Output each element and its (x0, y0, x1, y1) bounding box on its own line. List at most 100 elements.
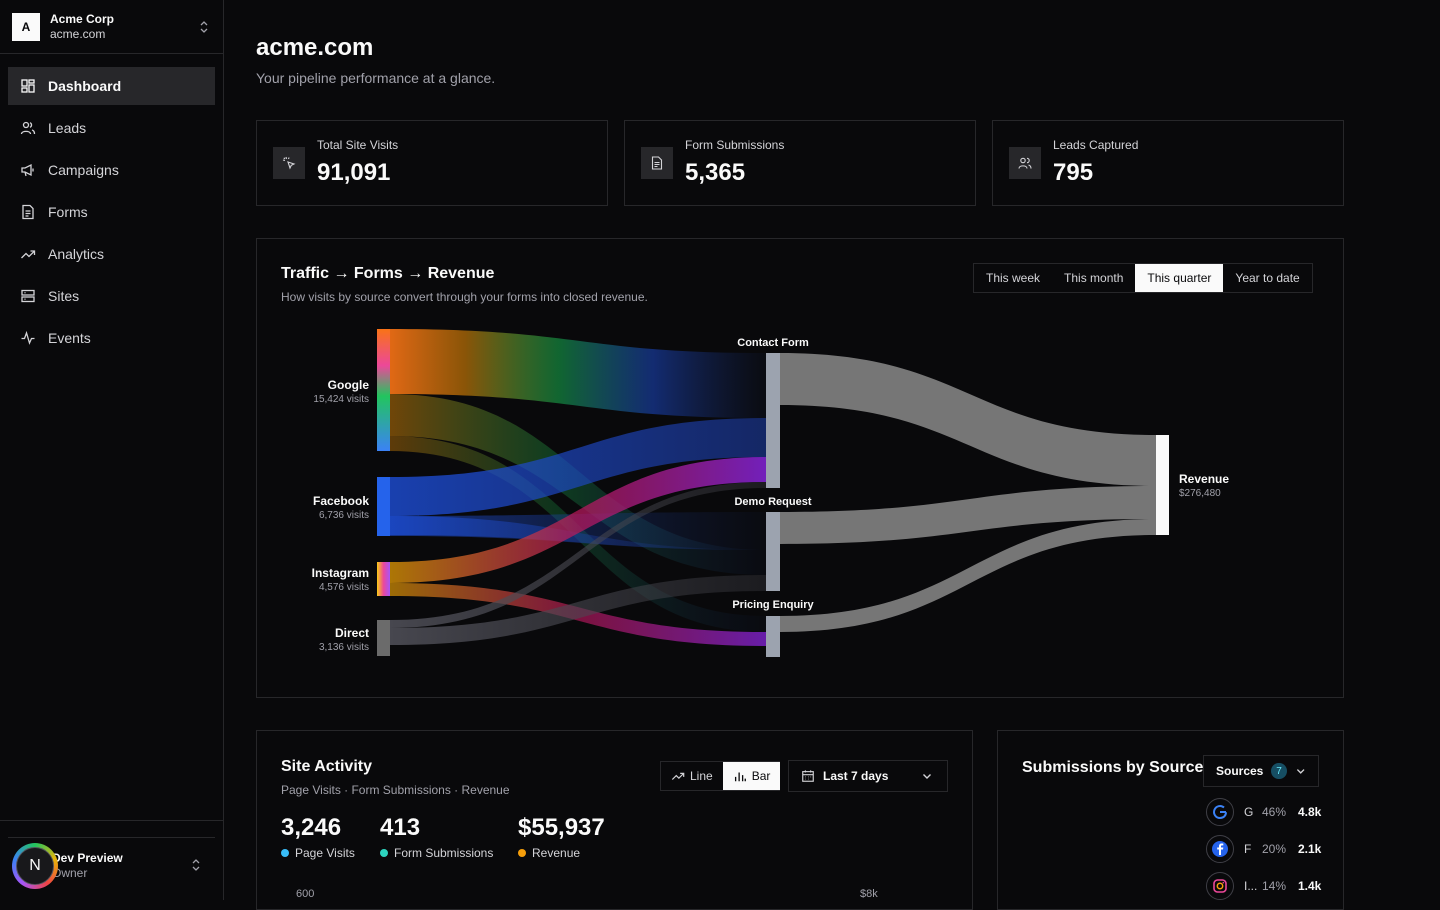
org-name: Acme Corp (50, 11, 115, 26)
source-count: 2.1k (1298, 842, 1322, 856)
line-toggle-label: Line (690, 769, 713, 783)
sidebar-item-label: Campaigns (48, 162, 119, 178)
sidebar-item-label: Sites (48, 288, 80, 304)
metric-revenue: $55,937 Revenue (518, 814, 605, 860)
user-role: Owner (52, 865, 88, 880)
page-title: acme.com (256, 34, 374, 61)
trending-up-icon (671, 772, 685, 780)
sidebar-item-label: Dashboard (48, 78, 122, 94)
date-range-dropdown[interactable]: Last 7 days (788, 760, 948, 792)
users-icon (1009, 147, 1041, 179)
document-icon (641, 147, 673, 179)
source-row-instagram: I... 14% 1.4k (1206, 872, 1321, 900)
facebook-icon (1206, 835, 1234, 863)
chevron-down-icon (923, 774, 931, 779)
date-range-selector: This week This month This quarter Year t… (973, 263, 1313, 293)
instagram-icon (1206, 872, 1234, 900)
user-menu[interactable]: N Dev Preview Owner (8, 837, 215, 893)
activity-icon (21, 330, 35, 345)
metric-page-visits: 3,246 Page Visits (281, 814, 355, 860)
sidebar-item-label: Analytics (48, 246, 105, 262)
source-name: G (1244, 805, 1254, 819)
range-this-week[interactable]: This week (986, 271, 1041, 285)
stat-value: 91,091 (317, 159, 391, 186)
sankey-title: Traffic → Forms → Revenue (281, 265, 495, 282)
chevron-up-down-icon (192, 859, 200, 871)
metric-value: 413 (380, 814, 421, 841)
source-name: I... (1244, 879, 1258, 893)
sources-filter-label: Sources (1216, 764, 1264, 778)
source-count: 4.8k (1298, 805, 1322, 819)
users-icon (20, 121, 36, 135)
metric-label: Revenue (532, 846, 581, 860)
bar-toggle-button[interactable]: Bar (722, 762, 781, 790)
source-row-facebook: F 20% 2.1k (1206, 835, 1321, 863)
calendar-icon (802, 770, 814, 782)
source-pct: 46% (1262, 805, 1287, 819)
org-logo: A (12, 12, 40, 41)
line-toggle-button[interactable]: Line (661, 762, 723, 790)
metric-value: $55,937 (518, 814, 605, 841)
y-axis-right-tick: $8k (860, 888, 878, 900)
date-range-label: Last 7 days (823, 769, 889, 783)
sources-count-badge: 7 (1271, 763, 1287, 779)
sankey-card: Traffic → Forms → Revenue How visits by … (256, 238, 1344, 698)
range-this-month[interactable]: This month (1064, 271, 1124, 285)
cursor-click-icon (273, 147, 305, 179)
sidebar-item-campaigns[interactable]: Campaigns (8, 151, 215, 189)
source-row-google: G 46% 4.8k (1206, 798, 1321, 826)
sites-icon (21, 289, 35, 303)
source-name: F (1244, 842, 1252, 856)
sidebar-item-forms[interactable]: Forms (8, 193, 215, 231)
stat-label: Form Submissions (685, 138, 785, 152)
stat-card-site-visits: Total Site Visits 91,091 (256, 120, 608, 206)
submissions-by-source-card: Submissions by Source (997, 730, 1344, 910)
sidebar-item-label: Forms (48, 204, 88, 220)
stat-card-leads-captured: Leads Captured 795 (992, 120, 1344, 206)
sidebar-item-leads[interactable]: Leads (8, 109, 215, 147)
org-domain: acme.com (50, 26, 106, 41)
main-content: acme.com Your pipeline performance at a … (224, 0, 1440, 900)
range-this-quarter[interactable]: This quarter (1135, 264, 1224, 292)
stat-label: Total Site Visits (317, 138, 399, 152)
stat-value: 5,365 (685, 159, 746, 186)
metric-label: Form Submissions (394, 846, 494, 860)
megaphone-icon (21, 163, 34, 177)
stat-label: Leads Captured (1053, 138, 1139, 152)
site-activity-title: Site Activity (281, 758, 372, 775)
sidebar-item-label: Leads (48, 120, 87, 136)
sidebar-item-dashboard[interactable]: Dashboard (8, 67, 215, 105)
source-pct: 14% (1262, 879, 1287, 893)
org-switcher[interactable]: A Acme Corp acme.com (0, 0, 223, 54)
sankey-subtitle: How visits by source convert through you… (281, 290, 648, 304)
metric-value: 3,246 (281, 814, 342, 841)
sidebar-item-sites[interactable]: Sites (8, 277, 215, 315)
dashboard-icon (21, 79, 35, 93)
sidebar-item-label: Events (48, 330, 91, 346)
chart-type-toggle: Line Bar (660, 761, 781, 791)
trending-up-icon (21, 250, 36, 259)
legend-dot-form-submissions (380, 849, 388, 857)
range-year-to-date[interactable]: Year to date (1235, 271, 1300, 285)
submissions-title: Submissions by Source (1022, 759, 1204, 776)
google-icon (1206, 798, 1234, 826)
stat-value: 795 (1053, 159, 1094, 186)
legend-dot-revenue (518, 849, 526, 857)
user-name: Dev Preview (52, 850, 123, 865)
sidebar-item-analytics[interactable]: Analytics (8, 235, 215, 273)
page-subtitle: Your pipeline performance at a glance. (256, 70, 496, 86)
source-count: 1.4k (1298, 879, 1322, 893)
bar-toggle-label: Bar (751, 769, 771, 783)
stat-card-form-submissions: Form Submissions 5,365 (624, 120, 976, 206)
sources-filter-dropdown[interactable]: Sources 7 (1203, 755, 1319, 787)
site-activity-subtitle: Page Visits · Form Submissions · Revenue (281, 783, 510, 797)
sidebar-nav: Dashboard Leads Campaigns Forms Analytic… (8, 67, 215, 361)
source-pct: 20% (1262, 842, 1287, 856)
chevron-up-down-icon (200, 21, 208, 33)
site-activity-card: Site Activity Page Visits · Form Submiss… (256, 730, 973, 910)
metric-form-submissions: 413 Form Submissions (380, 814, 493, 860)
sidebar-item-events[interactable]: Events (8, 319, 215, 357)
form-icon (22, 204, 34, 220)
sidebar: A Acme Corp acme.com Dashboard Leads Cam… (0, 0, 224, 900)
legend-dot-page-visits (281, 849, 289, 857)
